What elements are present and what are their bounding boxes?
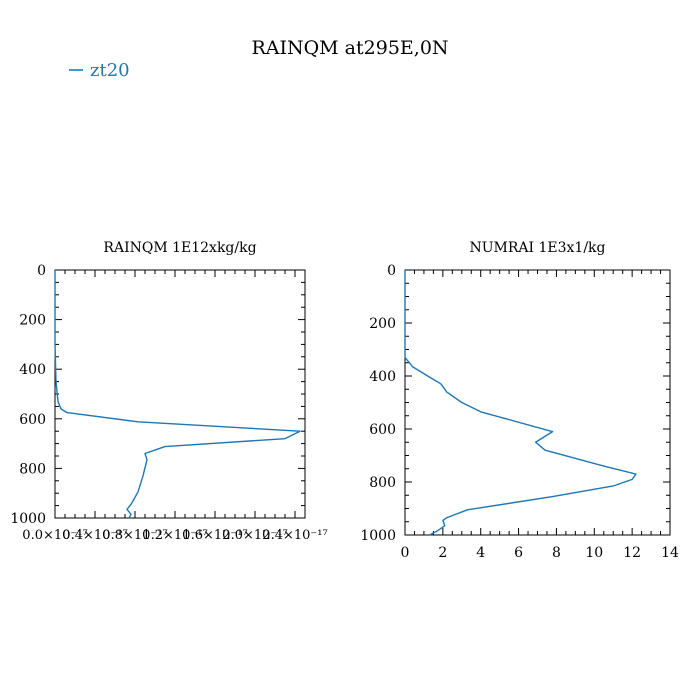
rainqm-x-tick-label: 2.4×10⁻¹⁷ [262,528,327,543]
numrai-x-tick-label: 4 [476,545,485,561]
rainqm-y-tick-label: 1000 [10,511,46,527]
figure-title: RAINQM at295E,0N [251,37,448,59]
numrai-x-tick-label: 14 [661,545,679,561]
rainqm-x-tick-label: 2.0×10⁻¹⁷ [222,528,287,543]
rainqm-series-line [54,270,301,519]
rainqm-y-tick-label: 600 [19,412,46,428]
numrai-chart-title: NUMRAI 1E3x1/kg [469,240,605,256]
numrai-y-tick-label: 600 [369,422,396,438]
numrai-plot-frame [404,269,671,536]
rainqm-plot-frame [54,269,306,519]
rainqm-x-tick-label: 1.2×10⁻¹⁷ [142,528,207,543]
rainqm-y-tick-label: 0 [37,263,46,279]
rainqm-y-tick-label: 200 [19,313,46,329]
numrai-y-tick-label: 400 [369,369,396,385]
numrai-y-tick-label: 200 [369,316,396,332]
rainqm-y-tick-label: 800 [19,461,46,477]
rainqm-chart-title: RAINQM 1E12xkg/kg [103,240,256,256]
rainqm-x-tick-label: 0.0×10⁻¹⁷ [22,528,87,543]
numrai-y-tick-label: 0 [387,263,396,279]
legend: zt20 [69,60,130,81]
numrai-series-line [404,270,637,536]
numrai-x-tick-label: 10 [585,545,603,561]
numrai-x-tick-label: 6 [514,545,523,561]
numrai-x-tick-label: 12 [623,545,641,561]
rainqm-x-tick-label: 1.6×10⁻¹⁷ [182,528,247,543]
numrai-x-tick-label: 2 [438,545,447,561]
numrai-panel: NUMRAI 1E3x1/kg 0 200 400 600 800 1000 0 2 4 6 8 10 1… [360,240,679,561]
numrai-y-tick-label: 800 [369,475,396,491]
rainqm-panel: RAINQM 1E12xkg/kg 0 200 400 600 800 10000.0×10… [10,240,327,543]
rainqm-y-tick-label: 400 [19,362,46,378]
numrai-x-tick-label: 0 [401,545,410,561]
numrai-y-tick-label: 1000 [360,528,396,544]
rainqm-x-tick-label: 0.8×10⁻¹⁷ [102,528,167,543]
numrai-x-tick-label: 8 [552,545,561,561]
legend-label: zt20 [90,60,130,81]
rainqm-x-tick-label: 0.4×10⁻¹⁷ [62,528,127,543]
